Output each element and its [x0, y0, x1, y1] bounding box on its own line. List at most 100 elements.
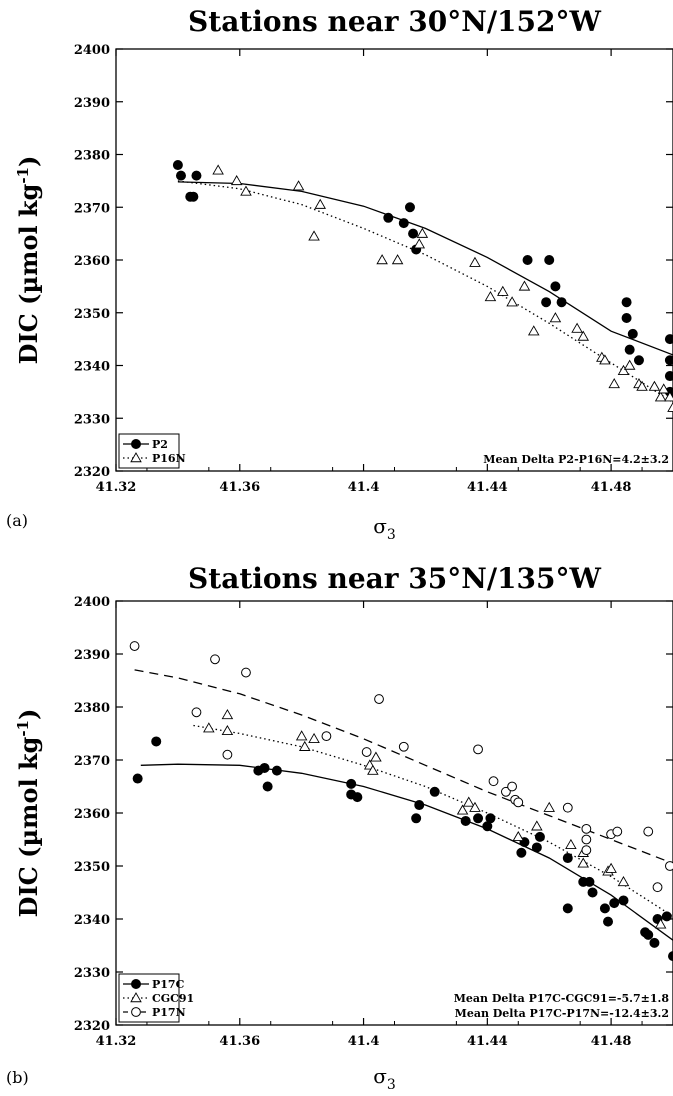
y-tick-label: 2350	[74, 307, 110, 322]
chart-panel-a: Stations near 30°N/152°W 2320 2330 2340 2350…	[6, 5, 673, 543]
data-point-p17c	[562, 903, 573, 914]
data-point-p17c	[352, 792, 363, 803]
plot-data	[172, 160, 673, 412]
data-point-p2	[556, 297, 567, 308]
annotation-text: Mean Delta P2-P16N=4.2±3.2	[483, 453, 669, 466]
data-point-p17c	[599, 903, 610, 914]
data-point-p17n	[222, 749, 233, 760]
data-point-p16n	[212, 164, 224, 175]
data-point-p2	[408, 228, 419, 239]
data-point-p2	[664, 355, 673, 366]
data-point-cgc91	[617, 875, 630, 887]
data-point-p17n	[652, 882, 663, 893]
y-tick-label: 2400	[74, 595, 110, 610]
legend-marker-cgc91	[130, 992, 142, 1003]
data-point-p17c	[643, 929, 654, 940]
data-point-p17c	[151, 736, 162, 747]
data-point-cgc91	[512, 830, 525, 842]
data-point-p16n	[314, 198, 327, 209]
data-point-p2	[544, 254, 555, 265]
legend-label-p2: P2	[152, 438, 168, 451]
y-tick-label: 2390	[74, 96, 110, 111]
data-point-p17c	[414, 800, 425, 811]
data-point-p16n	[497, 285, 509, 296]
plot-frame	[115, 600, 673, 1026]
y-tick-label: 2360	[74, 254, 110, 269]
data-point-p17n	[612, 826, 623, 837]
data-point-p17n	[581, 834, 592, 845]
x-tick-label: 41.44	[467, 1034, 508, 1049]
data-point-cgc91	[203, 722, 215, 733]
data-point-p16n	[664, 391, 673, 402]
data-point-p2	[664, 371, 673, 382]
x-tick-label: 41.48	[591, 480, 632, 495]
y-tick-label: 2330	[74, 966, 110, 981]
data-point-p17c	[429, 786, 440, 797]
data-point-p17c	[262, 781, 273, 792]
y-tick-label: 2380	[74, 149, 110, 164]
data-point-p17c	[271, 765, 282, 776]
y-tick-label: 2370	[74, 201, 110, 216]
data-point-p17c	[562, 853, 573, 864]
data-point-p2	[627, 328, 638, 339]
data-point-p16n	[657, 383, 670, 394]
data-point-p2	[383, 212, 394, 223]
y-tick-label: 2340	[74, 360, 110, 375]
data-point-p16n	[617, 364, 630, 375]
data-point-p17n	[191, 707, 202, 718]
data-point-p17n	[665, 861, 673, 871]
fit-line-p16n	[177, 180, 673, 403]
data-point-cgc91	[531, 820, 543, 831]
data-point-p17c	[668, 951, 673, 962]
data-point-p17n	[501, 786, 511, 797]
data-point-p16n	[667, 401, 673, 412]
data-point-p2	[624, 344, 635, 355]
data-point-cgc91	[308, 732, 320, 743]
data-point-p17c	[609, 898, 620, 909]
plot-data	[129, 641, 673, 962]
data-point-p16n	[308, 230, 320, 241]
data-point-p16n	[527, 325, 540, 336]
data-point-p17c	[411, 813, 422, 824]
data-point-p16n	[623, 359, 636, 370]
legend-marker-p16n	[130, 452, 142, 463]
x-tick-label: 41.36	[219, 1034, 260, 1049]
y-tick-label: 2400	[74, 43, 110, 58]
data-point-p17n	[129, 641, 140, 651]
x-axis-label: σ3	[373, 514, 396, 543]
chart-title: Stations near 35°N/135°W	[188, 562, 601, 595]
data-point-cgc91	[654, 918, 667, 929]
x-tick-label: 41.32	[96, 480, 137, 495]
y-axis-label: DIC (µmol kg-1)	[14, 709, 43, 918]
data-point-p17n	[374, 694, 384, 704]
data-point-p17c	[649, 937, 660, 948]
data-point-p2	[398, 218, 409, 229]
y-tick-label: 2380	[74, 701, 110, 716]
y-tick-label: 2320	[74, 1019, 110, 1034]
y-tick-label: 2360	[74, 807, 110, 822]
data-point-p16n	[518, 280, 531, 291]
data-point-p16n	[230, 174, 243, 186]
legend-label-p17c: P17C	[152, 978, 185, 991]
data-point-p16n	[240, 185, 252, 196]
y-tick-label: 2370	[74, 754, 110, 769]
data-point-p17n	[321, 731, 332, 742]
x-tick-label: 41.4	[348, 1034, 380, 1049]
legend-label-p17n: P17N	[152, 1006, 186, 1019]
x-tick-label: 41.32	[96, 1034, 137, 1049]
x-tick-label: 41.36	[219, 480, 260, 495]
data-point-cgc91	[221, 724, 234, 736]
data-point-cgc91	[462, 796, 475, 807]
data-point-p17n	[562, 802, 573, 813]
data-point-cgc91	[577, 857, 590, 868]
data-point-p17c	[346, 778, 357, 789]
legend-label-cgc91: CGC91	[152, 992, 194, 1005]
data-point-p16n	[577, 330, 590, 341]
data-point-p16n	[654, 391, 667, 402]
y-tick-label: 2350	[74, 860, 110, 875]
data-point-p17c	[603, 916, 614, 927]
data-point-p2	[404, 202, 415, 213]
data-point-p16n	[506, 296, 518, 307]
